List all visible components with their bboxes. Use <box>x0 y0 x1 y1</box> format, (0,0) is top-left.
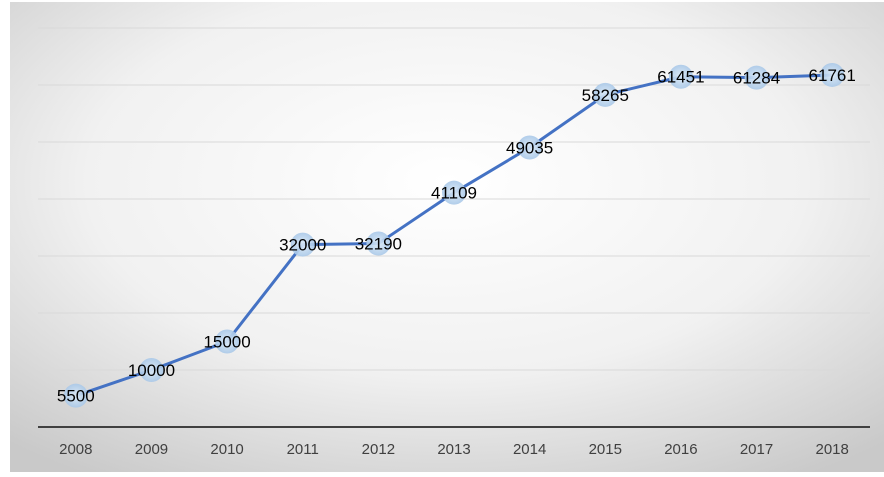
data-label: 15000 <box>203 333 250 352</box>
data-label: 49035 <box>506 139 553 158</box>
data-point <box>290 232 315 257</box>
data-label: 41109 <box>431 184 477 203</box>
data-label: 61761 <box>809 66 856 85</box>
data-label: 61284 <box>733 69 780 88</box>
markers <box>63 62 845 408</box>
data-point <box>593 82 618 107</box>
x-tick-label: 2015 <box>589 441 622 458</box>
x-tick-label: 2017 <box>740 441 773 458</box>
data-point <box>517 135 542 160</box>
x-tick-label: 2009 <box>135 441 168 458</box>
data-point <box>366 231 391 256</box>
x-axis: 2008 2009 2010 2011 2012 2013 2014 2015 2016 2017… <box>38 426 870 458</box>
x-tick-label: 2011 <box>287 441 319 458</box>
x-tick-label: 2010 <box>210 441 243 458</box>
data-label: 61451 <box>657 68 704 87</box>
data-point <box>744 65 769 90</box>
data-point <box>63 383 88 408</box>
x-tick-label: 2013 <box>437 441 470 458</box>
x-tick-label: 2008 <box>59 441 92 458</box>
data-point <box>668 64 693 89</box>
data-label: 10000 <box>128 361 175 380</box>
data-label: 58265 <box>582 86 629 105</box>
data-point <box>442 180 466 205</box>
data-point <box>139 358 164 382</box>
data-labels: 5500 10000 15000 32000 32190 41109 49035 58265 6… <box>57 66 856 406</box>
x-tick-label: 2012 <box>362 441 395 458</box>
plot-background <box>10 2 884 472</box>
x-tick-label: 2014 <box>513 441 546 458</box>
data-label: 5500 <box>57 387 95 406</box>
data-label: 32000 <box>279 236 326 255</box>
data-label: 32190 <box>355 235 402 254</box>
data-point <box>215 329 240 354</box>
x-tick-label: 2016 <box>664 441 697 458</box>
gridlines <box>38 27 870 371</box>
data-point <box>820 62 845 87</box>
x-tick-label: 2018 <box>815 441 848 458</box>
